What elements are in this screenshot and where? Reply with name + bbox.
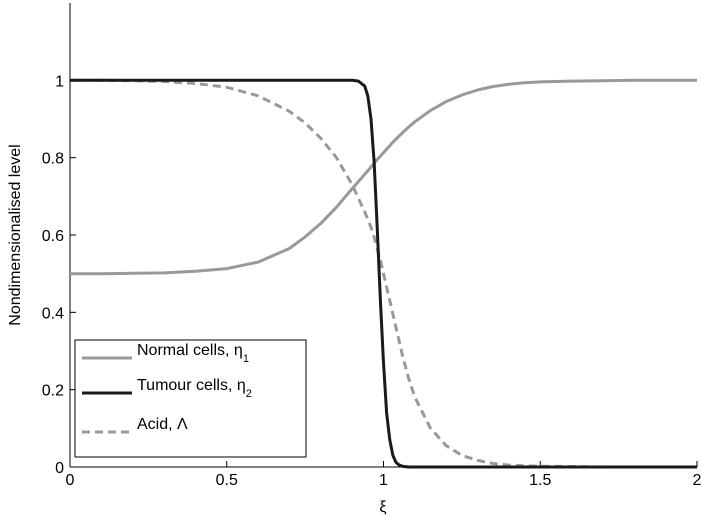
y-tick-label: 1 [55,73,64,90]
legend: Normal cells, η1 Tumour cells, η2 Acid, Λ [74,339,307,458]
y-tick-label: 0.6 [42,228,64,245]
x-tick-label: 1 [379,472,388,489]
x-tick-label: 0 [66,472,75,489]
legend-label-0: Normal cells, η1 [137,342,249,365]
y-tick-label: 0.2 [42,383,64,400]
x-tick-label: 2 [693,472,702,489]
y-tick-label: 0 [55,460,64,477]
series-lines [70,78,697,469]
legend-label-2: Acid, Λ [137,416,188,433]
y-tick-label: 0.4 [42,305,64,322]
x-tick-label: 1.5 [529,472,551,489]
series-line-2 [70,78,697,469]
series-line-0 [70,78,697,276]
legend-label-1: Tumour cells, η2 [137,377,252,400]
axis-ticks: 0 0.5 1 1.5 2 0 0.2 0.4 0.6 0.8 1 [42,73,702,489]
y-axis-label: Nondimensionalised level [7,144,24,325]
y-tick-label: 0.8 [42,151,64,168]
x-axis-label: ξ [379,499,386,516]
series-line-1 [70,78,697,469]
x-tick-label: 0.5 [216,472,238,489]
